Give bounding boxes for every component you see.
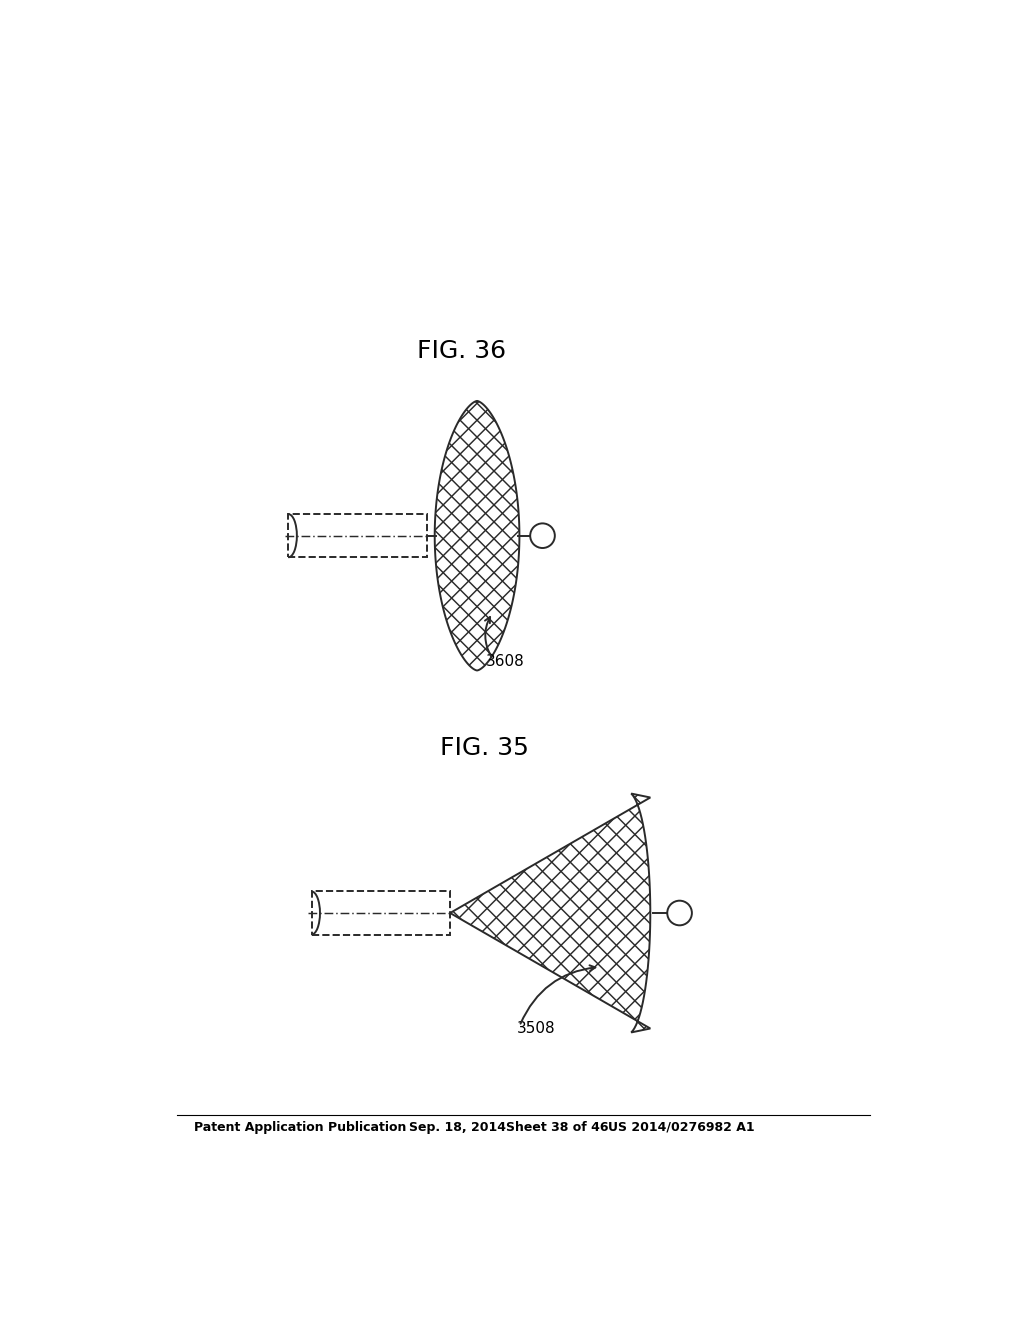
Ellipse shape (530, 523, 555, 548)
Ellipse shape (668, 900, 692, 925)
Text: 3608: 3608 (486, 653, 525, 669)
Text: Patent Application Publication: Patent Application Publication (194, 1121, 407, 1134)
Text: FIG. 35: FIG. 35 (440, 737, 529, 760)
Text: US 2014/0276982 A1: US 2014/0276982 A1 (608, 1121, 755, 1134)
Text: 3508: 3508 (517, 1020, 556, 1036)
Text: FIG. 36: FIG. 36 (417, 339, 506, 363)
Text: Sheet 38 of 46: Sheet 38 of 46 (506, 1121, 609, 1134)
Text: Sep. 18, 2014: Sep. 18, 2014 (410, 1121, 506, 1134)
